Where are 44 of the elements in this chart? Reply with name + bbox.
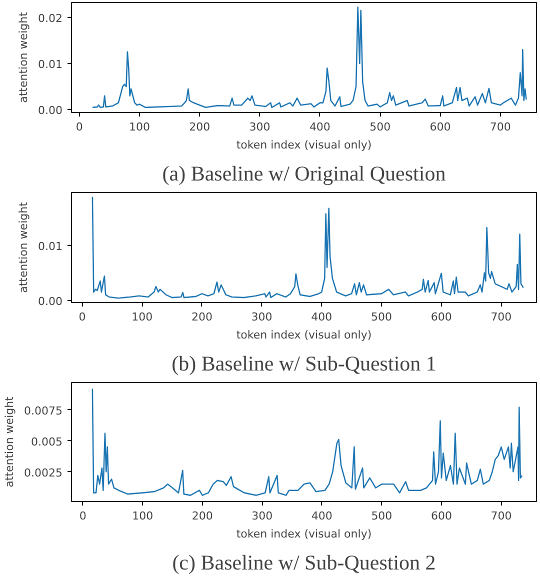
y-tick-label: 0.01 (38, 240, 63, 253)
x-tick-label: 700 (490, 310, 512, 324)
x-tick-label: 400 (311, 510, 332, 522)
text: (c) Baseline w/ Sub-Question 2 (172, 550, 436, 574)
y-tick-label: 0.00 (38, 104, 63, 118)
x-tick-label: 600 (430, 510, 452, 522)
y-axis-title: attention weight (17, 11, 30, 103)
y-tick-label: 0.00 (38, 294, 63, 308)
x-tick-label: 100 (132, 310, 153, 324)
x-tick-label: 200 (191, 310, 212, 324)
text: (a) Baseline w/ Original Question (162, 162, 446, 186)
x-tick-label: 0 (79, 510, 86, 522)
x-tick-label: 400 (311, 310, 332, 324)
text: (b) Baseline w/ Sub-Question 1 (172, 352, 436, 376)
x-tick-label: 600 (430, 120, 451, 134)
x-tick-label: 500 (370, 120, 391, 134)
x-axis-title: token index (visual only) (236, 528, 372, 540)
x-tick-label: 200 (189, 120, 210, 134)
x-tick-label: 300 (252, 510, 273, 522)
x-tick-label: 0 (78, 310, 86, 324)
x-tick-label: 200 (192, 510, 213, 522)
x-tick-label: 300 (249, 120, 270, 134)
x-tick-label: 500 (371, 510, 392, 522)
y-tick-label: 0.0025 (24, 466, 63, 480)
y-tick-label: 0.005 (31, 435, 63, 448)
x-tick-label: 400 (309, 120, 330, 134)
x-tick-label: 600 (430, 310, 452, 324)
y-tick-label: 0.02 (38, 12, 63, 25)
x-tick-label: 700 (490, 510, 512, 522)
x-tick-label: 100 (128, 120, 150, 134)
x-tick-label: 100 (132, 510, 154, 522)
x-tick-label: 300 (251, 310, 272, 324)
line-series (92, 388, 523, 496)
y-tick-label: 0.01 (38, 58, 63, 72)
x-tick-label: 0 (76, 120, 83, 134)
y-axis-title: attention weight (3, 396, 16, 488)
x-axis-title: token index (visual only) (236, 328, 372, 342)
line-series (92, 6, 527, 108)
x-axis-title: token index (visual only) (236, 138, 372, 152)
y-axis-title: attention weight (17, 201, 30, 293)
y-tick-label: 0.0075 (24, 404, 63, 418)
x-tick-label: 700 (490, 120, 511, 134)
x-tick-label: 500 (371, 310, 392, 324)
line-series (92, 196, 524, 299)
